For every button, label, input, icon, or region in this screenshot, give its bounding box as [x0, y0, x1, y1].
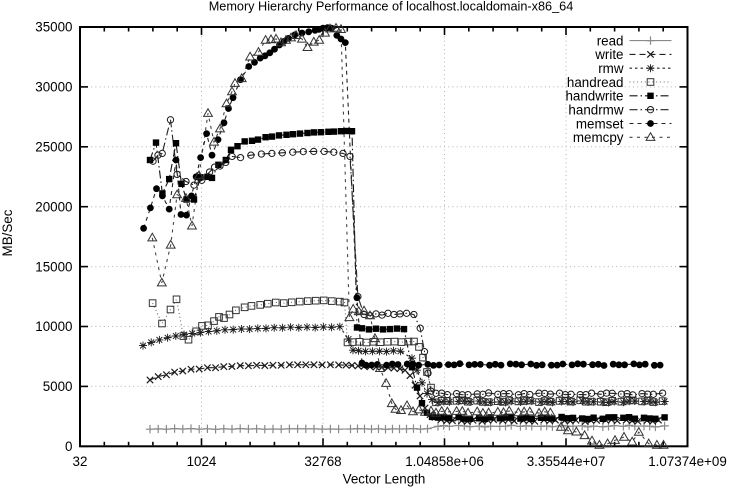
svg-text:read: read	[597, 33, 624, 48]
svg-text:write: write	[594, 47, 623, 62]
svg-text:15000: 15000	[35, 259, 72, 274]
svg-text:1024: 1024	[187, 454, 217, 469]
svg-text:memset: memset	[576, 116, 624, 131]
svg-text:handread: handread	[567, 75, 624, 90]
svg-text:32768: 32768	[304, 454, 341, 469]
svg-text:0: 0	[65, 439, 72, 454]
svg-text:30000: 30000	[35, 80, 72, 95]
svg-text:10000: 10000	[35, 319, 72, 334]
svg-text:3.35544e+07: 3.35544e+07	[527, 454, 606, 469]
svg-text:20000: 20000	[35, 199, 72, 214]
svg-text:Memory Hierarchy Performance o: Memory Hierarchy Performance of localhos…	[209, 0, 574, 13]
svg-text:handrmw: handrmw	[568, 103, 623, 118]
svg-text:MB/Sec: MB/Sec	[0, 209, 15, 256]
svg-text:memcpy: memcpy	[573, 130, 624, 145]
svg-text:25000: 25000	[35, 140, 72, 155]
svg-text:1.04858e+06: 1.04858e+06	[405, 454, 484, 469]
svg-text:Vector Length: Vector Length	[343, 472, 426, 487]
svg-text:35000: 35000	[35, 20, 72, 35]
svg-text:1.07374e+09: 1.07374e+09	[648, 454, 727, 469]
svg-text:rmw: rmw	[598, 61, 624, 76]
svg-text:32: 32	[73, 454, 88, 469]
svg-text:5000: 5000	[43, 379, 73, 394]
svg-text:handwrite: handwrite	[565, 89, 623, 104]
